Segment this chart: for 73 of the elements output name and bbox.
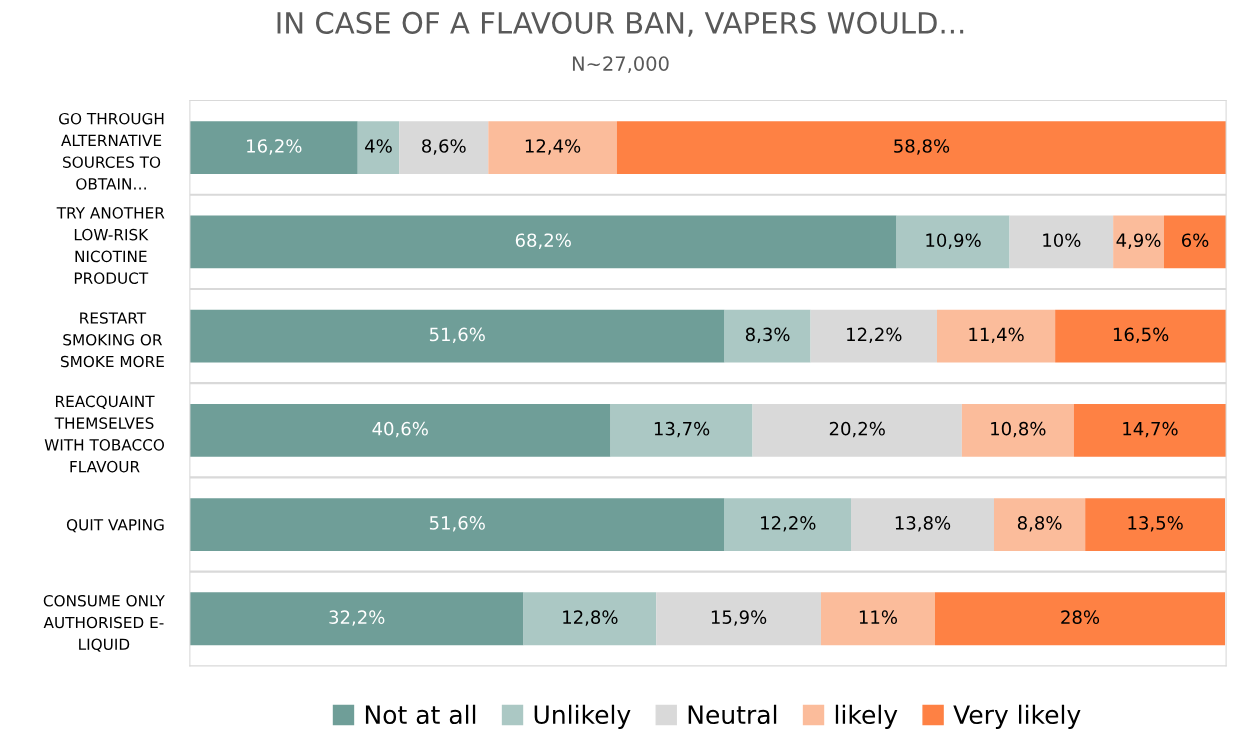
data-label: 13,5%	[1128, 516, 1183, 532]
y-tick-label: REACQUAINT THEMSELVES WITH TOBACCO FLAVOUR	[44, 395, 165, 473]
data-label: 16,2%	[247, 139, 302, 155]
data-label: 51,6%	[429, 327, 485, 344]
data-label: 11,4%	[969, 327, 1024, 344]
data-label: 12,2%	[847, 327, 902, 344]
bar	[1073, 403, 1227, 457]
legend-label: Not at all	[365, 704, 476, 725]
bar	[189, 592, 524, 646]
y-tick-label: QUIT VAPING	[66, 518, 164, 533]
bar	[1113, 215, 1164, 269]
bar	[934, 592, 1226, 646]
data-label: 14,7%	[1123, 421, 1178, 438]
data-label: 10%	[1043, 233, 1081, 248]
data-label: 32,2%	[329, 610, 385, 626]
bar	[523, 592, 657, 646]
bar	[724, 498, 851, 551]
bar	[1055, 309, 1227, 363]
bar	[1009, 215, 1114, 269]
data-label: 11%	[859, 610, 897, 624]
y-tick-label: TRY ANOTHER LOW-RISK NICOTINE PRODUCT	[56, 207, 165, 284]
legend-label: Neutral	[688, 704, 777, 725]
bar	[896, 215, 1010, 269]
data-label: 58,8%	[894, 139, 950, 155]
data-label: 68,2%	[515, 233, 571, 249]
data-label: 4%	[365, 139, 392, 153]
bar	[810, 309, 937, 363]
bar	[616, 121, 1227, 174]
data-label: 8,3%	[745, 327, 790, 344]
data-label: 10,9%	[926, 233, 981, 249]
bar	[610, 403, 753, 457]
chart-title: IN CASE OF A FLAVOUR BAN, VAPERS WOULD...	[277, 11, 964, 37]
chart-subtitle: N~27,000	[572, 56, 669, 73]
bar	[820, 592, 935, 646]
bar	[189, 309, 725, 363]
y-tick-label: RESTART SMOKING OR SMOKE MORE	[60, 312, 164, 368]
data-label: 15,9%	[711, 610, 767, 626]
legend-label: Very likely	[953, 704, 1081, 729]
y-tick-label: GO THROUGH ALTERNATIVE SOURCES TO OBTAIN…	[59, 112, 164, 190]
bar	[656, 592, 821, 646]
data-label: 40,6%	[372, 421, 428, 438]
bar	[189, 403, 611, 457]
bar	[189, 121, 358, 174]
bar	[399, 121, 489, 174]
data-label: 8,6%	[422, 139, 466, 155]
bar	[993, 498, 1086, 551]
bar	[850, 498, 994, 551]
data-label: 6%	[1181, 233, 1209, 248]
data-label: 51,6%	[429, 516, 485, 532]
y-tick-label: CONSUME ONLY AUTHORISED E- LIQUID	[43, 594, 165, 652]
bar	[752, 403, 962, 457]
data-label: 16,5%	[1113, 327, 1169, 344]
data-label: 12,8%	[563, 610, 618, 626]
bar	[488, 121, 617, 174]
bar	[1085, 498, 1226, 551]
legend-label: likely	[835, 704, 898, 729]
bar	[961, 403, 1074, 457]
data-label: 4,9%	[1116, 233, 1161, 249]
bar	[724, 309, 811, 363]
data-label: 10,8%	[991, 421, 1046, 438]
data-label: 13,7%	[654, 421, 710, 438]
bar	[937, 309, 1056, 363]
data-label: 28%	[1061, 610, 1100, 624]
bar	[357, 121, 400, 174]
bar	[189, 215, 897, 269]
data-label: 20,2%	[829, 421, 885, 438]
legend-label: Unlikely	[534, 704, 631, 729]
data-label: 8,8%	[1017, 516, 1062, 532]
data-label: 13,8%	[895, 516, 951, 532]
data-label: 12,2%	[761, 516, 816, 532]
data-label: 12,4%	[525, 139, 581, 155]
bar	[1163, 215, 1227, 269]
bar	[189, 498, 725, 551]
